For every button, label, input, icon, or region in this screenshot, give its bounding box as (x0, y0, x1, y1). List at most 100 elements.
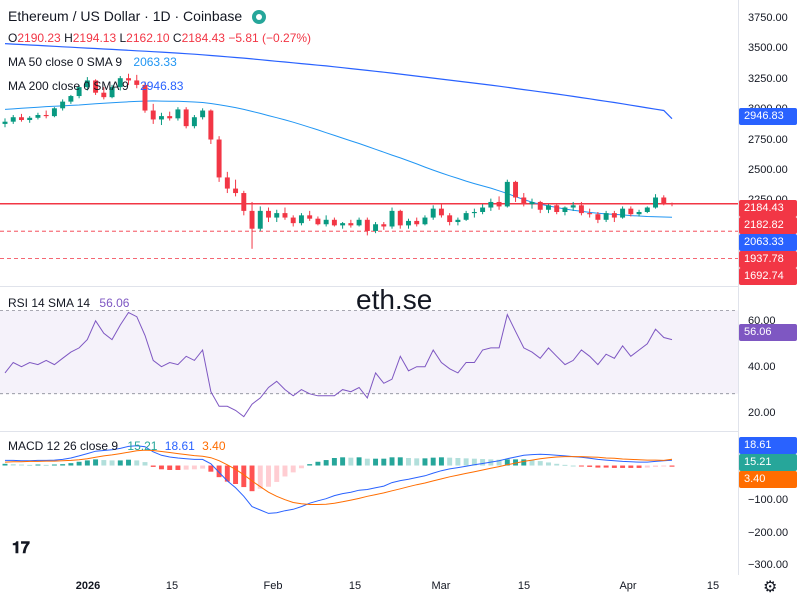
macd-histogram-bar (2, 463, 8, 466)
candle-body (406, 220, 411, 226)
candle-body (513, 181, 519, 198)
macd-histogram-bar (471, 458, 477, 466)
candle-body (158, 116, 164, 120)
macd-histogram-bar (653, 465, 659, 467)
candle-body (356, 219, 362, 226)
open-label: O (8, 31, 18, 45)
macd-signal-tag: 3.40 (739, 471, 797, 488)
candle-body (455, 219, 461, 223)
high-label: H (64, 31, 73, 45)
macd-histogram-bar (373, 458, 379, 466)
macd-histogram-bar (546, 462, 551, 466)
candle-body (315, 218, 321, 225)
macd-histogram-bar (233, 465, 239, 484)
time-tick: 15 (165, 580, 179, 592)
chart-title: Ethereum / US Dollar · 1D · Coinbase (8, 8, 267, 25)
low-value: 2162.10 (126, 31, 170, 45)
candle-body (653, 197, 659, 208)
macd-histogram-bar (117, 460, 123, 466)
ma50-line (4, 100, 673, 218)
macd-histogram-bar (620, 465, 626, 468)
macd-histogram-bar (167, 465, 173, 470)
macd-histogram-bar (134, 460, 140, 466)
macd-histogram-bar (191, 465, 197, 470)
macd-histogram-bar (406, 458, 411, 466)
candle-body (595, 214, 601, 220)
candle-body (142, 84, 148, 111)
macd-histogram-bar (35, 464, 41, 466)
macd-histogram-bar (595, 465, 601, 468)
candle-body (348, 223, 354, 226)
rsi-legend[interactable]: RSI 14 SMA 14 56.06 (8, 296, 129, 310)
macd-histogram-bar (628, 465, 634, 468)
settings-gear-icon[interactable]: ⚙ (763, 579, 778, 596)
macd-histogram-bar (521, 459, 527, 466)
last-price-tag: 2184.43 (739, 200, 797, 217)
price-tick: 3250.00 (748, 73, 788, 85)
watermark: eth.se (356, 284, 433, 315)
pane-separator-macd (0, 431, 738, 432)
change-value: −5.81 (−0.27%) (228, 31, 312, 45)
macd-line (5, 445, 673, 514)
candle-body (471, 211, 477, 214)
candle-body (340, 223, 346, 226)
ma50-label: MA 50 close 0 SMA 9 (8, 55, 123, 69)
price-axis-border (738, 0, 739, 575)
time-tick: 2026 (75, 580, 101, 592)
candle-body (521, 197, 527, 205)
ma50-price-tag: 2063.33 (739, 234, 797, 251)
candle-body (101, 92, 107, 98)
macd-histogram-bar (10, 464, 16, 466)
macd-histogram-bar (51, 464, 57, 466)
macd-histogram-bar (611, 465, 617, 468)
macd-histogram-bar (266, 465, 271, 487)
candle-body (611, 213, 617, 218)
tradingview-logo-icon[interactable]: 𝟏𝟕 (12, 540, 30, 557)
close-value: 2184.43 (181, 31, 225, 45)
candle-body (109, 87, 115, 98)
macd-histogram-bar (587, 465, 593, 467)
ma50-legend[interactable]: MA 50 close 0 SMA 9 2063.33 (8, 55, 177, 69)
ma200-line (4, 43, 673, 120)
macd-histogram-bar (175, 465, 181, 470)
candle-body (562, 207, 568, 212)
candle-body (43, 114, 49, 117)
macd-histogram-bar (430, 457, 436, 466)
candle-body (307, 215, 313, 219)
candle-body (290, 217, 296, 224)
candle-body (603, 213, 609, 220)
macd-histogram-bar (562, 464, 568, 466)
candle-body (51, 108, 57, 117)
macd-histogram-bar (463, 458, 469, 466)
macd-histogram-bar (43, 464, 49, 466)
price-tick: 3750.00 (748, 12, 788, 24)
macd-histogram-bar (529, 460, 535, 466)
macd-histogram-bar (381, 458, 387, 466)
rsi-tick: 40.00 (748, 361, 776, 373)
rsi-tick: 20.00 (748, 407, 776, 419)
macd-histogram-bar (274, 465, 280, 482)
macd-histogram-bar (93, 459, 99, 466)
macd-line-value: 18.61 (164, 439, 195, 453)
macd-histogram-bar (216, 465, 222, 478)
ma200-legend[interactable]: MA 200 close 0 SMA 9 2946.83 (8, 79, 183, 93)
candle-body (389, 210, 395, 227)
macd-legend[interactable]: MACD 12 26 close 9 15.21 18.61 3.40 (8, 439, 226, 453)
price-tick: 3500.00 (748, 42, 788, 54)
candle-body (68, 96, 74, 102)
macd-histogram-bar (331, 458, 337, 466)
candle-body (373, 224, 379, 231)
candle-body (447, 215, 453, 223)
candle-body (438, 208, 444, 216)
macd-histogram-bar (578, 465, 584, 467)
candle-body (60, 101, 66, 109)
macd-signal-line (4, 449, 673, 505)
candle-body (27, 117, 33, 121)
macd-label: MACD 12 26 close 9 (8, 439, 119, 453)
candle-body (282, 213, 288, 218)
rsi-label: RSI 14 SMA 14 (8, 296, 91, 310)
candle-body (18, 117, 24, 121)
candle-body (381, 224, 387, 227)
macd-histogram-bar (257, 465, 263, 489)
